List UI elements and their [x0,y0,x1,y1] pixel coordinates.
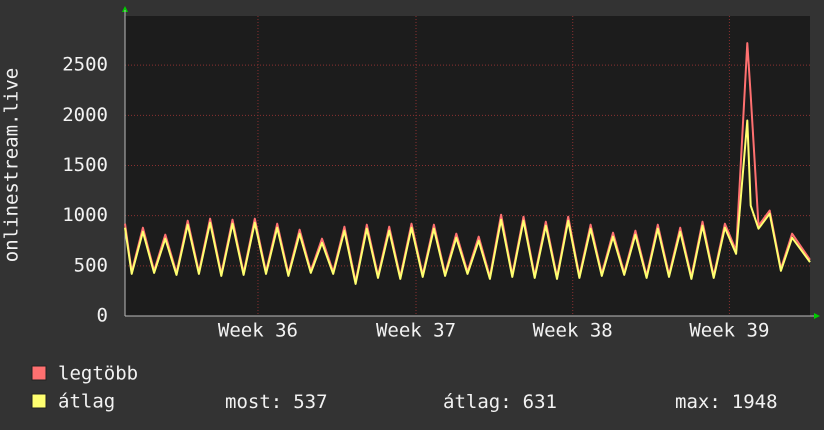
y-tick-label: 1000 [62,204,108,226]
stat: max: 1948 [675,391,778,413]
stat: most: 537 [225,391,328,413]
y-tick-label: 2000 [62,104,108,126]
y-axis-title: onlinestream.live [1,68,23,262]
axis-arrow [814,313,820,319]
x-tick-label: Week 36 [218,320,298,342]
legend-swatch [31,393,47,409]
x-tick-label: Week 38 [533,320,613,342]
stat-label: max: [675,391,721,413]
x-tick-label: Week 37 [376,320,456,342]
stat-label: átlag: [443,391,512,413]
legend-label: átlag [58,391,115,413]
x-tick-label: Week 39 [689,320,769,342]
stat-value: 1948 [732,391,778,413]
stat-value: 631 [523,391,557,413]
stat-value: 537 [293,391,327,413]
y-tick-label: 2500 [62,54,108,76]
stat: átlag: 631 [443,391,557,413]
y-tick-label: 500 [74,254,108,276]
y-tick-label: 0 [97,305,108,327]
axis-arrow [122,6,128,12]
stat-label: most: [225,391,282,413]
data-line [124,119,811,285]
legend-swatch [31,365,47,381]
y-tick-label: 1500 [62,154,108,176]
legend-label: legtöbb [58,363,138,385]
